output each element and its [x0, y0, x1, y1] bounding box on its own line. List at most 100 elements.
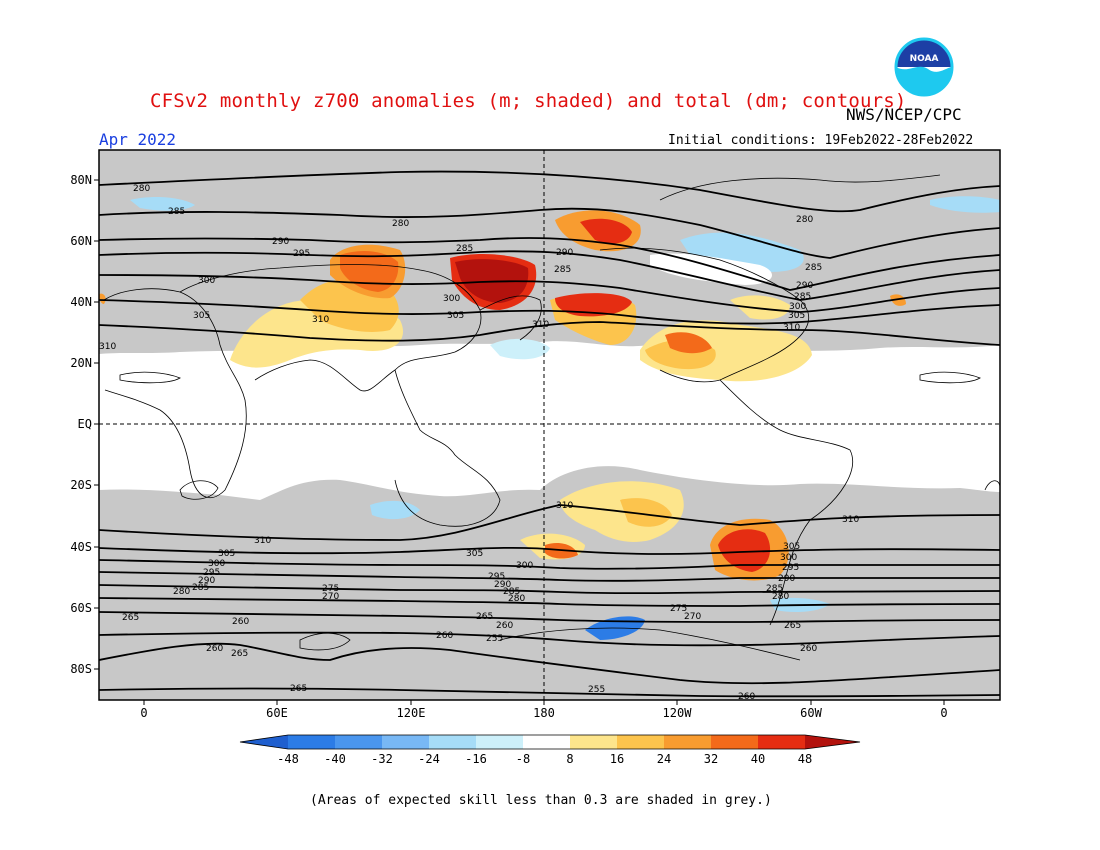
- colorbar-right-arrow: [805, 735, 860, 749]
- contour-label: 265: [784, 621, 801, 631]
- contour-label: 280: [508, 594, 525, 604]
- contour-label: 275: [670, 604, 687, 614]
- contour-label: 310: [254, 536, 271, 546]
- colorbar-tick: 24: [657, 752, 671, 766]
- colorbar-tick: -32: [371, 752, 393, 766]
- contour-label: 265: [476, 612, 493, 622]
- contour-label: 280: [796, 215, 813, 225]
- colorbar-tick: 48: [798, 752, 812, 766]
- contour-label: 265: [122, 613, 139, 623]
- noaa-logo: NOAA: [894, 37, 954, 97]
- contour-label: 310: [532, 320, 549, 330]
- contour-label: 310: [556, 501, 573, 511]
- contour-label: 265: [290, 684, 307, 694]
- contour-label: 295: [782, 563, 799, 573]
- map-field: 280 285 290 295 300 305 310 310 280 285 …: [99, 150, 1000, 702]
- latitude-labels: 80N 60N 40N 20N EQ 20S 40S 60S 80S: [70, 173, 92, 676]
- initial-conditions: Initial conditions: 19Feb2022-28Feb2022: [668, 133, 974, 148]
- colorbar-bin: [429, 735, 476, 749]
- contour-label: 255: [588, 685, 605, 695]
- contour-label: 260: [738, 692, 755, 702]
- contour-label: 255: [486, 634, 503, 644]
- contour-label: 260: [232, 617, 249, 627]
- chart-title: CFSv2 monthly z700 anomalies (m; shaded)…: [150, 90, 907, 112]
- contour-label: 295: [293, 249, 310, 259]
- contour-label: 310: [312, 315, 329, 325]
- contour-label: 305: [788, 311, 805, 321]
- contour-label: 305: [218, 549, 235, 559]
- colorbar-tick: -8: [516, 752, 530, 766]
- lat-label: EQ: [78, 417, 92, 431]
- lat-label: 40S: [70, 540, 92, 554]
- contour-label: 290: [778, 574, 795, 584]
- contour-labels: 280 285 290 295 300 305 310 310 280 285 …: [99, 184, 859, 702]
- longitude-axis: [143, 700, 945, 705]
- coastlines: [103, 174, 1000, 661]
- map-frame: [98, 149, 1001, 701]
- contour-label: 295: [488, 572, 505, 582]
- colorbar-bin: [570, 735, 617, 749]
- lat-label: 80S: [70, 662, 92, 676]
- colorbar-bin: [664, 735, 711, 749]
- noaa-logo-text: NOAA: [910, 54, 939, 64]
- colorbar-tick: -16: [465, 752, 487, 766]
- contour-label: 285: [766, 584, 783, 594]
- contour-label: 275: [322, 584, 339, 594]
- contour-label: 285: [503, 587, 520, 597]
- contour-label: 280: [772, 592, 789, 602]
- longitude-labels: 0 60E 120E 180 120W 60W 0: [140, 706, 947, 720]
- colorbar-left-arrow: [240, 735, 288, 749]
- colorbar-bin: [758, 735, 805, 749]
- contour-label: 310: [99, 342, 116, 352]
- colorbar-bin: [523, 735, 570, 749]
- contour-label: 260: [206, 644, 223, 654]
- contour-label: 310: [842, 515, 859, 525]
- contour-label: 260: [800, 644, 817, 654]
- lon-label: 180: [533, 706, 555, 720]
- lat-label: 20S: [70, 478, 92, 492]
- colorbar-bin: [382, 735, 429, 749]
- contour-label: 300: [208, 559, 225, 569]
- contour-label: 280: [173, 587, 190, 597]
- contour-label: 290: [198, 576, 215, 586]
- height-contours: [99, 170, 1000, 698]
- contour-label: 310: [783, 323, 800, 333]
- contour-label: 300: [516, 561, 533, 571]
- contour-label: 295: [203, 568, 220, 578]
- contour-label: 260: [436, 631, 453, 641]
- colorbar-tick: 40: [751, 752, 765, 766]
- contour-label: 285: [168, 207, 185, 217]
- contour-label: 300: [789, 302, 806, 312]
- contour-label: 285: [192, 583, 209, 593]
- contour-label: 300: [443, 294, 460, 304]
- lon-label: 60E: [266, 706, 288, 720]
- colorbar: -48 -40 -32 -24 -16 -8 8 16 24 32 40 48: [239, 734, 861, 766]
- contour-label: 280: [392, 219, 409, 229]
- colorbar-tick: 8: [566, 752, 573, 766]
- contour-label: 305: [447, 311, 464, 321]
- contour-label: 290: [494, 580, 511, 590]
- contour-label: 300: [198, 276, 215, 286]
- colorbar-tick: -40: [324, 752, 346, 766]
- colorbar-bin: [335, 735, 382, 749]
- contour-label: 290: [556, 248, 573, 258]
- contour-label: 300: [780, 553, 797, 563]
- colorbar-bin: [711, 735, 758, 749]
- lon-label: 0: [940, 706, 947, 720]
- contour-label: 285: [456, 244, 473, 254]
- contour-label: 285: [554, 265, 571, 275]
- contour-label: 305: [466, 549, 483, 559]
- contour-label: 270: [322, 592, 339, 602]
- colorbar-tick: 32: [704, 752, 718, 766]
- contour-label: 290: [272, 237, 289, 247]
- contour-label: 305: [193, 311, 210, 321]
- skill-footnote: (Areas of expected skill less than 0.3 a…: [310, 793, 772, 808]
- lat-label: 60N: [70, 234, 92, 248]
- lon-label: 0: [140, 706, 147, 720]
- contour-label: 305: [783, 542, 800, 552]
- colorbar-tick: -48: [277, 752, 299, 766]
- contour-label: 290: [796, 281, 813, 291]
- latitude-axis: [94, 179, 99, 670]
- agency-label: NWS/NCEP/CPC: [846, 105, 962, 124]
- lat-label: 40N: [70, 295, 92, 309]
